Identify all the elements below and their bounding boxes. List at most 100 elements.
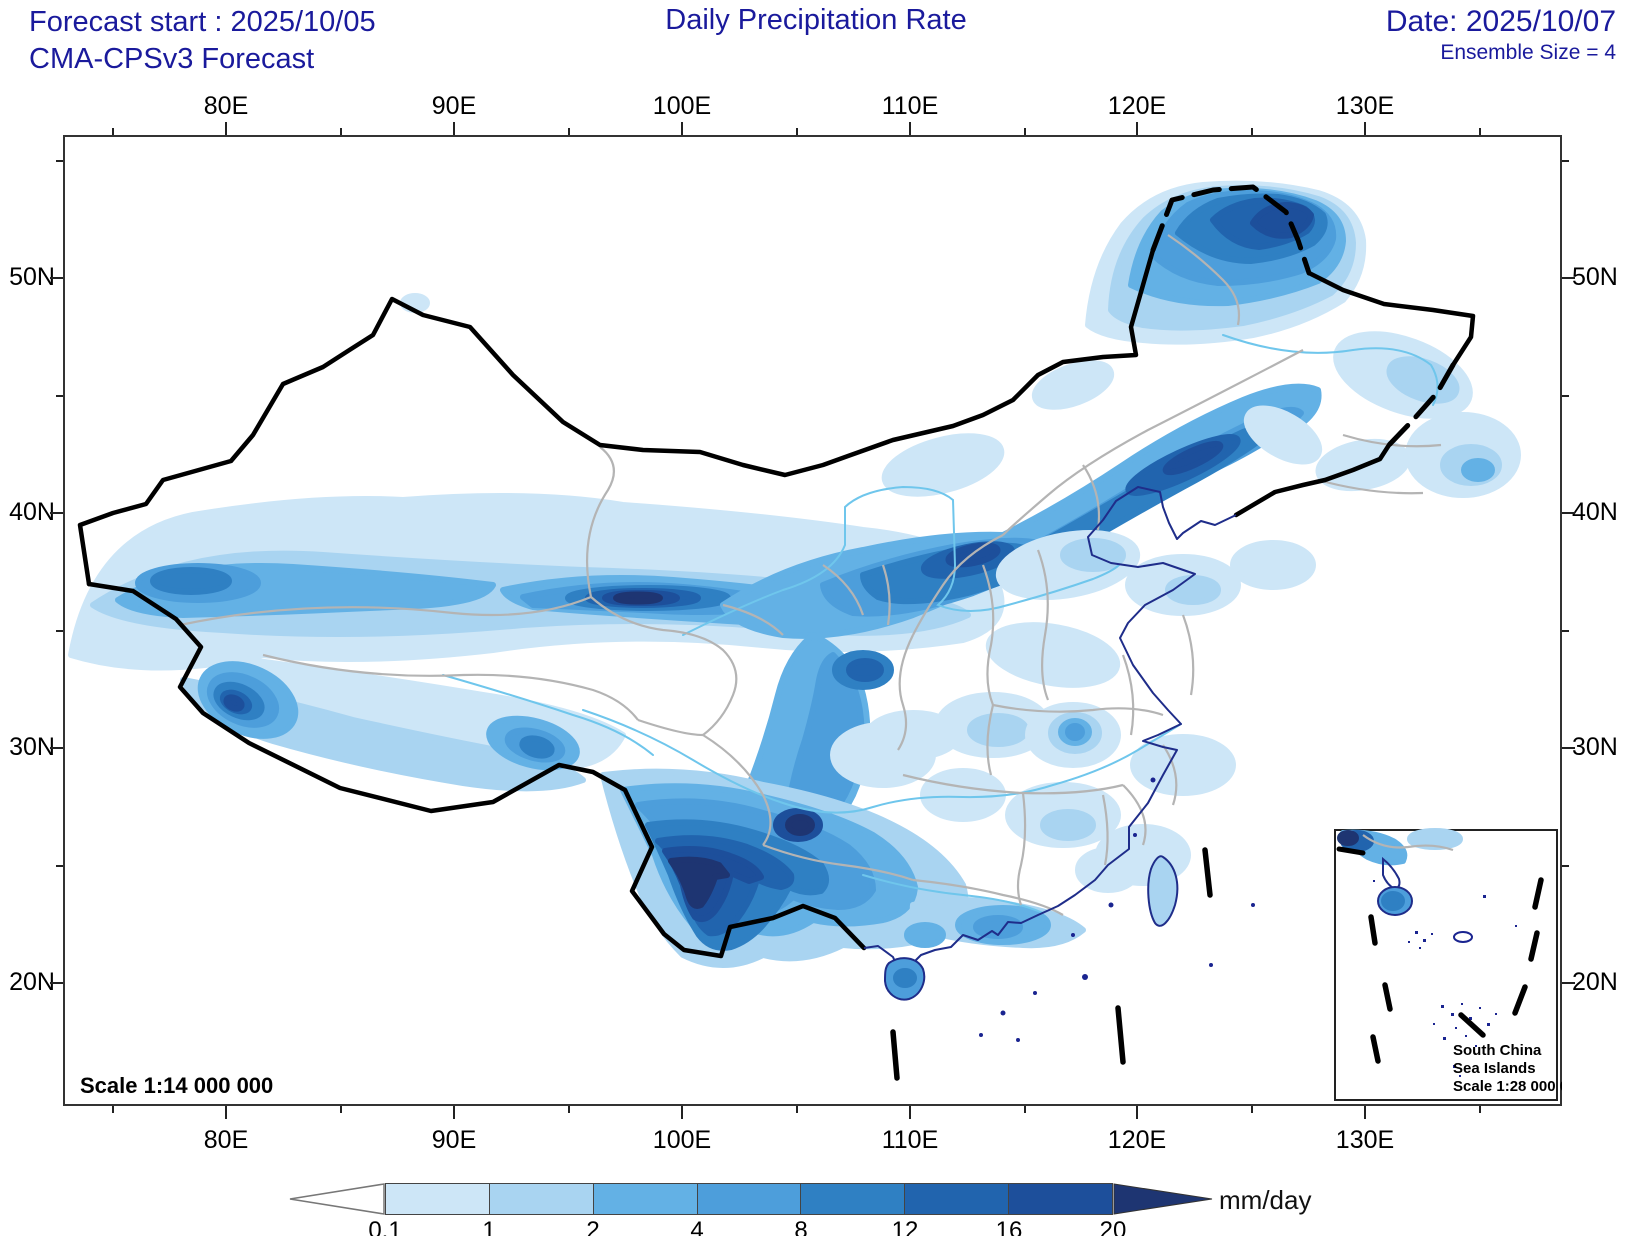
tick-bot-minor bbox=[1251, 1106, 1253, 1113]
tick-top-minor bbox=[568, 128, 570, 135]
colorbar-segment-16-20 bbox=[1008, 1184, 1113, 1214]
tick-left-40n bbox=[50, 512, 63, 514]
yangtze-river bbox=[582, 709, 1182, 814]
lon-label-top-130e: 130E bbox=[1335, 92, 1395, 120]
tick-top-minor bbox=[1251, 128, 1253, 135]
page-title: Daily Precipitation Rate bbox=[665, 4, 967, 36]
tick-right-20n bbox=[1562, 982, 1575, 984]
tick-bot-minor bbox=[568, 1106, 570, 1113]
tick-top-minor bbox=[1479, 128, 1481, 135]
lat-label-right-50n: 50N bbox=[1572, 263, 1618, 291]
lat-label-right-40n: 40N bbox=[1572, 498, 1618, 526]
colorbar-segment-4-8 bbox=[696, 1184, 801, 1214]
inset-south-china-sea: South China Sea Islands Scale 1:28 000 0… bbox=[1334, 828, 1562, 1101]
tick-right-minor bbox=[1562, 395, 1569, 397]
colorbar-segment-0.1-1 bbox=[386, 1184, 489, 1214]
lon-label-top-80e: 80E bbox=[203, 92, 249, 120]
lat-label-left-40n: 40N bbox=[9, 498, 55, 526]
lon-label-top-90e: 90E bbox=[431, 92, 477, 120]
map-scale-label: Scale 1:14 000 000 bbox=[80, 1073, 273, 1098]
lon-label-bot-120e: 120E bbox=[1107, 1126, 1167, 1154]
colorbar-segment-1-2 bbox=[488, 1184, 593, 1214]
lon-label-top-120e: 120E bbox=[1107, 92, 1167, 120]
lat-label-left-30n: 30N bbox=[9, 733, 55, 761]
tick-bot-minor bbox=[340, 1106, 342, 1113]
colorbar-underflow-arrow bbox=[289, 1183, 385, 1215]
lon-label-bot-100e: 100E bbox=[652, 1126, 712, 1154]
colorbar-segment-2-4 bbox=[592, 1184, 697, 1214]
inset-label-line3: Scale 1:28 000 000 bbox=[1453, 1078, 1562, 1095]
tick-bot-90e bbox=[453, 1106, 455, 1119]
lat-label-right-20n: 20N bbox=[1572, 968, 1618, 996]
lat-label-left-50n: 50N bbox=[9, 263, 55, 291]
lon-label-top-110e: 110E bbox=[881, 92, 939, 120]
inset-hainan bbox=[1377, 886, 1413, 916]
colorbar-unit-label: mm/day bbox=[1219, 1185, 1312, 1215]
nine-dash-line bbox=[890, 847, 1213, 1081]
tick-top-80e bbox=[225, 122, 227, 135]
tick-right-40n bbox=[1562, 512, 1575, 514]
colorbar-tick-8: 8 bbox=[794, 1217, 808, 1236]
colorbar-tick-12: 12 bbox=[891, 1217, 919, 1236]
tick-left-minor bbox=[56, 160, 63, 162]
tick-right-minor bbox=[1562, 865, 1569, 867]
tick-left-minor bbox=[56, 395, 63, 397]
songhua-river bbox=[1222, 334, 1439, 406]
colorbar: 0.1 1 2 4 8 12 16 20 mm/day bbox=[289, 1183, 1389, 1236]
tick-top-110e bbox=[909, 122, 911, 135]
province-boundaries bbox=[179, 234, 1442, 916]
colorbar-tick-0.1: 0.1 bbox=[368, 1217, 402, 1236]
valid-date-text: Date: 2025/10/07 bbox=[1385, 5, 1616, 38]
colorbar-tick-2: 2 bbox=[586, 1217, 600, 1236]
header-right: Date: 2025/10/07 Ensemble Size = 4 bbox=[1386, 4, 1616, 66]
tick-right-50n bbox=[1562, 277, 1575, 279]
lon-label-bot-90e: 90E bbox=[431, 1126, 477, 1154]
tick-bot-80e bbox=[225, 1106, 227, 1119]
tick-bot-100e bbox=[681, 1106, 683, 1119]
tick-right-30n bbox=[1562, 747, 1575, 749]
hainan-island bbox=[884, 957, 926, 1001]
colorbar-tick-1: 1 bbox=[482, 1217, 496, 1236]
inset-label-line1: South China bbox=[1453, 1042, 1542, 1059]
coastal-islands bbox=[979, 777, 1255, 1042]
colorbar-tick-4: 4 bbox=[690, 1217, 704, 1236]
colorbar-tick-20: 20 bbox=[1099, 1217, 1127, 1236]
precip-fill-layers bbox=[68, 180, 1521, 968]
national-boundary bbox=[77, 184, 1476, 959]
colorbar-segment-12-16 bbox=[904, 1184, 1009, 1214]
tick-right-minor bbox=[1562, 160, 1569, 162]
colorbar-tick-16: 16 bbox=[995, 1217, 1023, 1236]
coastline bbox=[863, 486, 1237, 988]
tick-top-90e bbox=[453, 122, 455, 135]
tick-top-130e bbox=[1364, 122, 1366, 135]
tick-top-minor bbox=[340, 128, 342, 135]
lon-label-bot-110e: 110E bbox=[881, 1126, 939, 1154]
tick-bot-130e bbox=[1364, 1106, 1366, 1119]
pearl-river bbox=[862, 874, 1044, 914]
tick-left-50n bbox=[50, 277, 63, 279]
yellow-river bbox=[682, 485, 1120, 636]
lon-label-bot-80e: 80E bbox=[203, 1126, 249, 1154]
lat-label-right-30n: 30N bbox=[1572, 733, 1618, 761]
tick-top-minor bbox=[1024, 128, 1026, 135]
tick-right-minor bbox=[1562, 630, 1569, 632]
colorbar-overflow-arrow bbox=[1113, 1183, 1213, 1215]
tick-top-minor bbox=[796, 128, 798, 135]
tick-left-20n bbox=[50, 982, 63, 984]
header-left: Forecast start : 2025/10/05 CMA-CPSv3 Fo… bbox=[29, 4, 376, 78]
inset-label-line2: Sea Islands bbox=[1453, 1060, 1536, 1077]
lon-label-bot-130e: 130E bbox=[1335, 1126, 1395, 1154]
model-name-text: CMA-CPSv3 Forecast bbox=[29, 43, 315, 75]
ensemble-size-text: Ensemble Size = 4 bbox=[1440, 41, 1616, 64]
taiwan-island bbox=[1147, 855, 1179, 927]
forecast-start-text: Forecast start : 2025/10/05 bbox=[29, 6, 376, 38]
tick-top-100e bbox=[681, 122, 683, 135]
tick-left-30n bbox=[50, 747, 63, 749]
tick-bot-110e bbox=[909, 1106, 911, 1119]
tick-bot-120e bbox=[1136, 1106, 1138, 1119]
lon-label-top-100e: 100E bbox=[652, 92, 712, 120]
tick-top-minor bbox=[112, 128, 114, 135]
inset-island-specks bbox=[1373, 880, 1517, 1077]
lat-label-left-20n: 20N bbox=[9, 968, 55, 996]
